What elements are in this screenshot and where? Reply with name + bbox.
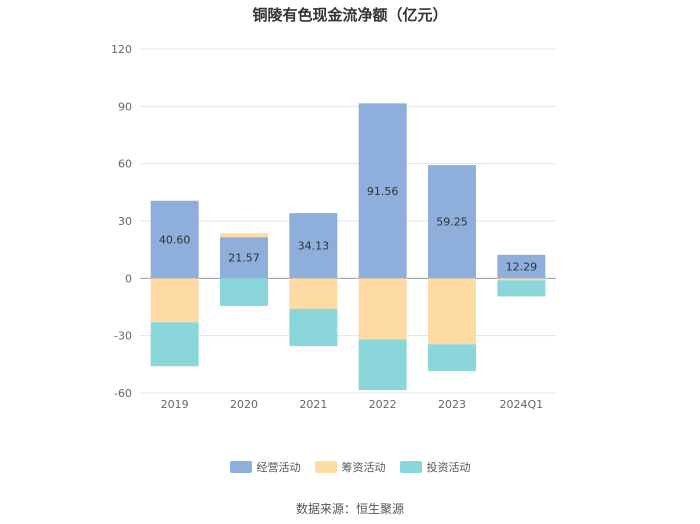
bar-financing [289, 278, 338, 309]
bar-operating [220, 237, 268, 279]
y-tick-label: 90 [118, 100, 132, 113]
legend-swatch-investing [399, 461, 422, 473]
x-tick-label: 2019 [161, 398, 189, 411]
legend-item-financing[interactable]: 筹资活动 [314, 459, 386, 475]
bar-financing [220, 233, 268, 238]
bar-financing [428, 278, 476, 345]
legend-label-investing: 投资活动 [426, 461, 471, 474]
legend: 经营活动 筹资活动 投资活动 [0, 459, 700, 475]
data-label: 21.57 [228, 252, 260, 265]
data-label: 91.56 [367, 185, 399, 198]
data-source: 数据来源：恒生聚源 [295, 502, 404, 516]
y-tick-label: 30 [118, 215, 132, 228]
bar-investing [289, 308, 338, 347]
legend-swatch-financing [314, 461, 337, 473]
bar-investing [497, 280, 546, 297]
legend-item-operating[interactable]: 经营活动 [229, 459, 301, 475]
y-tick-label: 120 [111, 43, 132, 56]
y-tick-label: -30 [114, 330, 132, 343]
bar-financing [150, 278, 199, 323]
bar-financing [358, 278, 407, 340]
x-tick-label: 2021 [299, 398, 327, 411]
bar-financing [497, 278, 546, 281]
legend-label-operating: 经营活动 [256, 461, 301, 474]
bar-operating [150, 200, 199, 279]
y-tick-label: 60 [118, 158, 132, 171]
bar-operating [428, 165, 476, 279]
data-label: 40.60 [159, 234, 191, 247]
bar-operating [289, 213, 338, 279]
legend-label-financing: 筹资活动 [341, 461, 386, 474]
legend-item-investing[interactable]: 投资活动 [399, 459, 471, 475]
y-tick-label: 0 [125, 272, 132, 285]
x-tick-label: 2022 [369, 398, 397, 411]
x-tick-label: 2023 [438, 398, 466, 411]
data-label: 59.25 [436, 216, 468, 229]
bar-investing [428, 344, 476, 372]
bar-operating [497, 254, 546, 279]
data-label: 12.29 [506, 261, 538, 274]
legend-swatch-operating [229, 461, 252, 473]
bar-operating [358, 103, 407, 279]
data-label: 34.13 [298, 240, 330, 253]
y-tick-label: -60 [114, 387, 132, 400]
chart-title: 铜陵有色现金流净额（亿元） [252, 6, 448, 24]
bar-investing [220, 278, 268, 307]
bar-investing [150, 322, 199, 367]
x-tick-label: 2020 [230, 398, 258, 411]
bar-investing [358, 339, 407, 391]
x-tick-label: 2024Q1 [500, 398, 544, 411]
